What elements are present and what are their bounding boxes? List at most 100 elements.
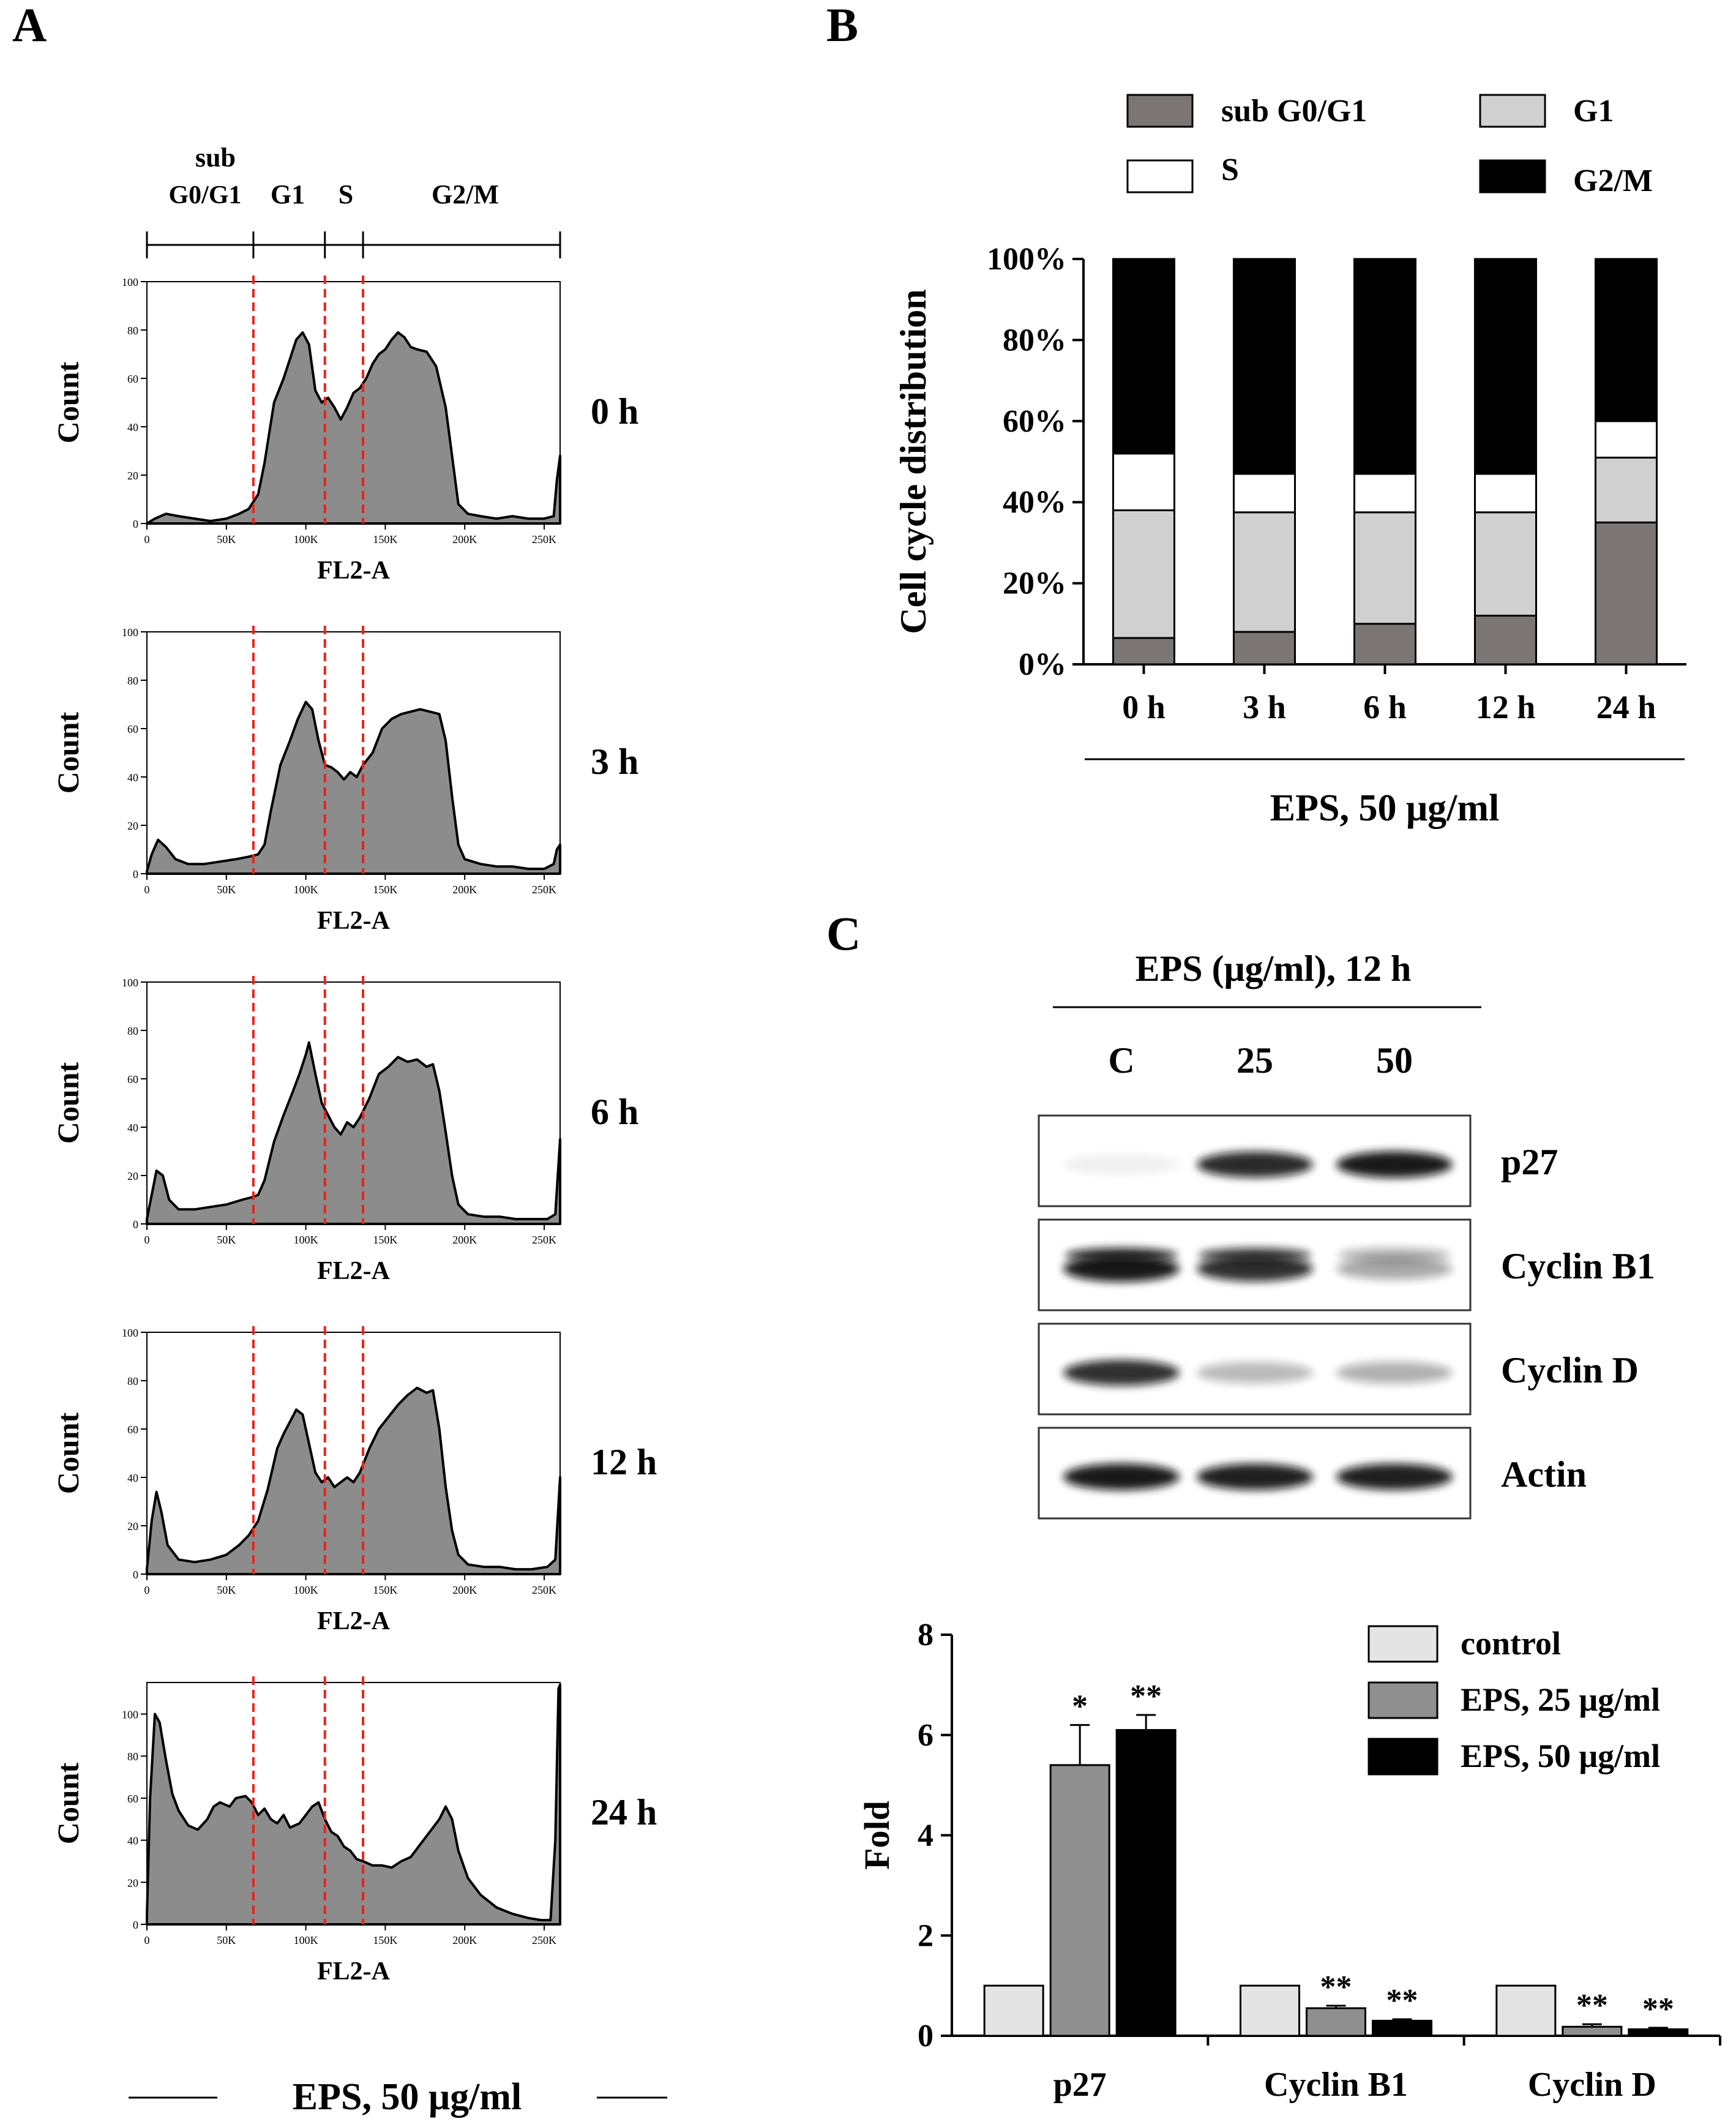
panel-b-legend: sub G0/G1 G1 S G2/M (1126, 94, 1653, 198)
blot-row-label: Cyclin B1 (1501, 1246, 1655, 1286)
blot-title: EPS (μg/ml), 12 h (1136, 948, 1412, 989)
bar-segment-s (1595, 420, 1658, 459)
b-ylabel: Cell cycle distribution (893, 289, 933, 634)
blot-band-upper (1199, 1248, 1311, 1262)
blot-band (1063, 1255, 1180, 1282)
panel-b-stacked-bars: sub G0/G1 G1 S G2/M 0% 20% 40% 60% 80% 100% Ce… (893, 94, 1686, 829)
gate-label-sub: sub (195, 143, 236, 173)
fold-bar-eps-50-g-ml (1628, 2028, 1689, 2037)
histogram-4: 0 20 40 60 80 100 0 50K 100K 150K 200K 250K Count FL2… (51, 1676, 657, 1986)
histogram-frame (146, 1682, 561, 1925)
bar-segment-sub-g0-g1 (1233, 631, 1296, 666)
timepoint-label: 3 h (591, 741, 638, 782)
gate-label-g2m: G2/M (432, 179, 499, 209)
c-x-tick-label: Cyclin D (1528, 2066, 1656, 2104)
bar-segment-g2-m (1595, 258, 1658, 422)
blot-row-cyclin-d: Cyclin D (1038, 1322, 1639, 1416)
x-tick-label: 100K (294, 1584, 318, 1596)
bar-segment-g1 (1595, 456, 1658, 523)
y-tick-label: 40 (127, 771, 138, 784)
b-y-tick-label: 20% (1003, 566, 1066, 601)
fold-bar-control (1495, 1984, 1557, 2037)
bar-segment-sub-g0-g1 (1595, 521, 1658, 666)
x-tick-label: 0 (144, 1584, 150, 1596)
legend-swatch-g2m (1479, 159, 1546, 193)
c-legend-label-0: control (1461, 1625, 1561, 1662)
histogram-ylabel: Count (51, 711, 85, 793)
y-tick-label: 40 (127, 1472, 138, 1484)
b-y-tick-label: 100% (987, 242, 1066, 277)
y-tick-label: 80 (127, 1025, 138, 1037)
bar-segment-g1 (1474, 511, 1537, 617)
legend-label-s: S (1221, 152, 1239, 187)
bar-segment-g1 (1112, 509, 1175, 639)
c-y-tick-label: 0 (918, 2019, 933, 2054)
blot-row-actin: Actin (1038, 1427, 1587, 1520)
fold-bar-eps-25-g-ml (1306, 2007, 1366, 2037)
histogram-ylabel: Count (51, 1062, 85, 1144)
histogram-frame (146, 281, 561, 524)
x-tick-label: 200K (452, 1234, 477, 1246)
blot-band (1197, 1362, 1313, 1384)
b-y-tick-label: 60% (1003, 404, 1066, 439)
c-legend-label-2: EPS, 50 μg/ml (1461, 1738, 1660, 1774)
fold-bar-control (983, 1984, 1044, 2037)
y-tick-label: 60 (127, 1793, 138, 1805)
c-legend-swatch-1 (1367, 1681, 1439, 1719)
histogram-xlabel: FL2-A (317, 557, 391, 585)
x-tick-label: 250K (532, 1234, 556, 1246)
significance-mark: ** (1642, 1992, 1674, 2027)
significance-mark: ** (1130, 1679, 1162, 1714)
b-x-tick-label: 24 h (1596, 689, 1656, 726)
x-tick-label: 150K (373, 1234, 397, 1246)
lane-label-1: 25 (1237, 1040, 1273, 1081)
x-tick-label: 250K (532, 1584, 556, 1596)
legend-swatch-sub-g0g1 (1126, 94, 1194, 128)
c-y-tick-label: 6 (918, 1718, 933, 1753)
panel-label-a: A (12, 0, 47, 51)
legend-label-g1: G1 (1573, 94, 1614, 129)
bar-segment-s (1474, 473, 1537, 514)
lane-label-2: 50 (1376, 1040, 1413, 1081)
timepoint-label: 12 h (591, 1442, 657, 1482)
histogram-area (146, 1386, 561, 1575)
blot-row-label: Actin (1501, 1454, 1587, 1495)
y-tick-label: 40 (127, 421, 138, 433)
x-tick-label: 0 (144, 883, 150, 896)
histogram-xlabel: FL2-A (317, 1607, 391, 1635)
bar-segment-s (1353, 473, 1416, 514)
y-tick-label: 40 (127, 1122, 138, 1134)
histogram-area (146, 331, 561, 525)
histogram-3: 0 20 40 60 80 100 0 50K 100K 150K 200K 250K Count FL2… (51, 1326, 657, 1635)
x-tick-label: 200K (452, 533, 477, 546)
panel-a-footer-label: EPS, 50 μg/ml (293, 2076, 522, 2118)
significance-mark: ** (1386, 1983, 1418, 2018)
y-tick-label: 60 (127, 1073, 138, 1086)
x-tick-label: 0 (144, 1234, 150, 1246)
histogram-ylabel: Count (51, 1762, 85, 1844)
b-y-tick-label: 80% (1003, 323, 1066, 358)
blot-band (1063, 1463, 1180, 1490)
x-tick-label: 50K (217, 533, 236, 546)
histogram-xlabel: FL2-A (317, 907, 391, 935)
histogram-area (146, 700, 561, 875)
x-tick-label: 0 (144, 533, 150, 546)
y-tick-label: 40 (127, 1835, 138, 1847)
c-y-tick-label: 4 (918, 1818, 933, 1853)
y-tick-label: 100 (122, 276, 138, 288)
x-tick-label: 100K (294, 533, 318, 546)
histogram-xlabel: FL2-A (317, 1257, 391, 1285)
x-tick-label: 100K (294, 1234, 318, 1246)
histogram-1: 0 20 40 60 80 100 0 50K 100K 150K 200K 250K Count FL2… (51, 626, 638, 935)
b-y-tick-label: 0% (1019, 647, 1066, 682)
x-tick-label: 200K (452, 1934, 477, 1946)
b-x-tick-label: 6 h (1363, 689, 1407, 726)
c-y-tick-label: 8 (918, 1618, 933, 1652)
y-tick-label: 20 (127, 1170, 138, 1182)
panel-a-footer: EPS, 50 μg/ml (129, 2076, 667, 2118)
significance-mark: * (1072, 1689, 1088, 1724)
fold-bar-eps-25-g-ml (1562, 2025, 1623, 2037)
x-tick-label: 50K (217, 1934, 236, 1946)
x-tick-label: 50K (217, 1584, 236, 1596)
y-tick-label: 80 (127, 1750, 138, 1763)
